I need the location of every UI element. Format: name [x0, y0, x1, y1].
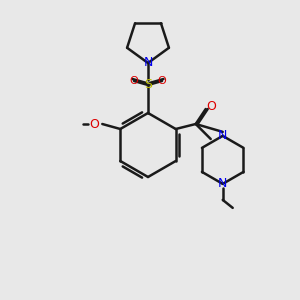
Text: N: N [218, 177, 227, 190]
Text: O: O [89, 118, 99, 130]
Text: O: O [206, 100, 216, 113]
Text: O: O [158, 76, 166, 86]
Text: N: N [218, 129, 227, 142]
Text: N: N [143, 56, 153, 70]
Text: S: S [144, 79, 152, 92]
Text: O: O [130, 76, 138, 86]
